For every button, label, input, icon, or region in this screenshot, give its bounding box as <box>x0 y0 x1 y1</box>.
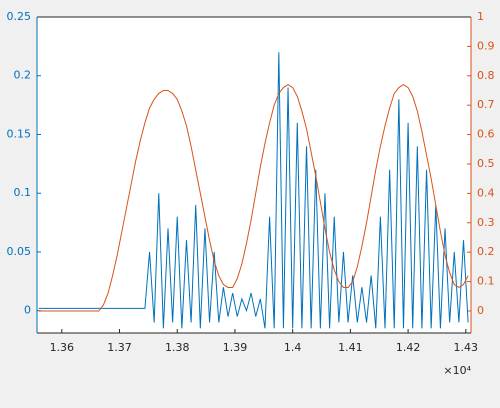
y2-tick-label: 0.4 <box>477 186 495 199</box>
y-tick-label: 0.15 <box>7 127 32 140</box>
x-tick-label: 1.41 <box>338 341 363 354</box>
y2-tick-label: 0.1 <box>477 275 495 288</box>
data-line <box>38 84 469 312</box>
y-tick-label: 0.25 <box>7 10 32 23</box>
x-tick-label: 1.39 <box>223 341 248 354</box>
y2-tick-label: 0.5 <box>477 157 495 170</box>
y2-tick-label: 0.9 <box>477 39 495 52</box>
x-tick-label: 1.42 <box>396 341 421 354</box>
y-tick-label: 0.1 <box>14 186 32 199</box>
x-tick-label: 1.36 <box>50 341 75 354</box>
y-tick-label: 0 <box>24 304 31 317</box>
y-tick-label: 0.2 <box>14 69 32 82</box>
y2-tick-label: 1 <box>477 10 484 23</box>
x-tick-label: 1.4 <box>284 341 302 354</box>
y2-tick-label: 0.8 <box>477 69 495 82</box>
plot-area <box>37 17 471 333</box>
y2-tick-label: 0.6 <box>477 128 495 141</box>
y-tick-label: 0.05 <box>7 245 32 258</box>
y2-tick-label: 0.3 <box>477 216 495 229</box>
y2-tick-label: 0.7 <box>477 98 495 111</box>
x-exponent-label: ×10⁴ <box>443 364 471 377</box>
x-tick-label: 1.38 <box>165 341 190 354</box>
x-tick-label: 1.37 <box>107 341 132 354</box>
x-tick-label: 1.43 <box>454 341 479 354</box>
y2-tick-label: 0 <box>477 304 484 317</box>
y2-tick-label: 0.2 <box>477 245 495 258</box>
data-line <box>38 52 469 329</box>
